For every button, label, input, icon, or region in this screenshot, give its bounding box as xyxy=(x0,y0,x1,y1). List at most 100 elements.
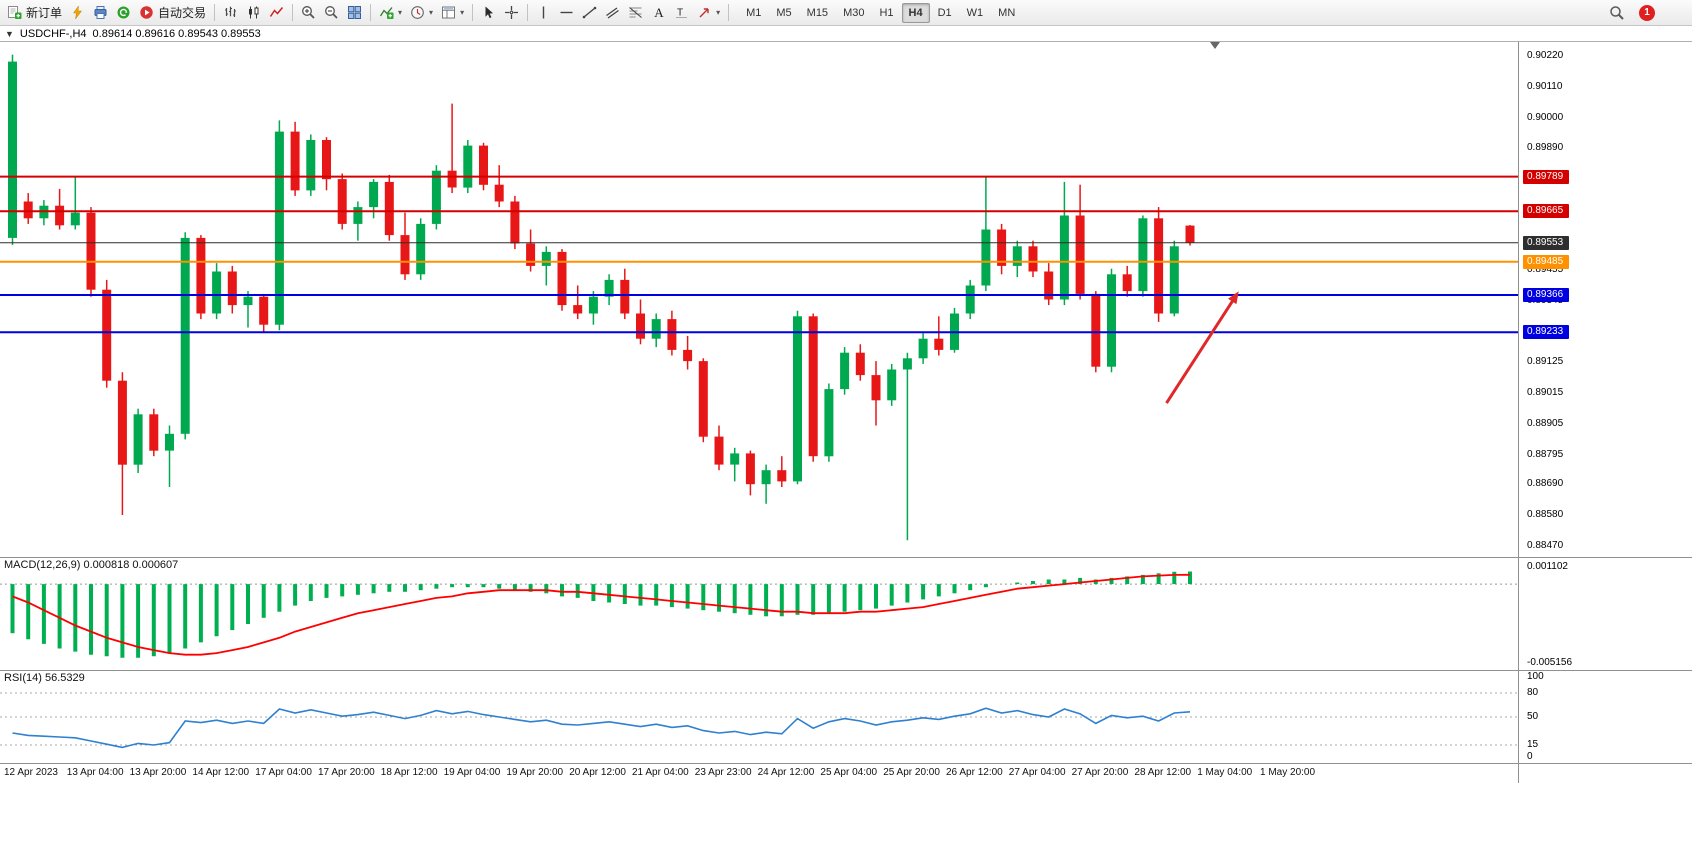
price-tick: 0.89890 xyxy=(1527,142,1564,154)
chevron-down-icon: ▾ xyxy=(460,8,465,17)
resistance-line-2-price-tag: 0.89665 xyxy=(1523,204,1569,219)
pivot-line-price-tag: 0.89485 xyxy=(1523,254,1569,269)
time-axis-label: 27 Apr 04:00 xyxy=(1008,767,1066,778)
time-axis-label: 12 Apr 2023 xyxy=(4,767,58,778)
time-axis-label: 19 Apr 04:00 xyxy=(443,767,501,778)
time-axis-label: 18 Apr 12:00 xyxy=(380,767,438,778)
templates-button[interactable]: ▾ xyxy=(437,2,468,24)
toolbar-separator xyxy=(292,4,294,21)
time-axis-label: 19 Apr 20:00 xyxy=(506,767,564,778)
text-button[interactable]: A xyxy=(647,2,670,24)
new-order-button[interactable]: 新订单 xyxy=(3,2,66,24)
chevron-down-icon: ▾ xyxy=(716,8,721,17)
timeframe-mn-button[interactable]: MN xyxy=(991,3,1022,23)
time-axis-label: 17 Apr 04:00 xyxy=(255,767,312,778)
rsi-pane[interactable]: RSI(14) 56.5329 xyxy=(0,671,1518,763)
trendline-icon xyxy=(582,5,597,20)
line-chart-icon xyxy=(269,5,284,20)
macd-row: MACD(12,26,9) 0.000818 0.000607 0.001102… xyxy=(0,557,1692,670)
zoom-out-icon xyxy=(324,5,339,20)
chart-shift-marker[interactable] xyxy=(1210,42,1220,49)
search-icon xyxy=(1609,5,1625,21)
time-axis-label: 27 Apr 20:00 xyxy=(1071,767,1129,778)
toolbar-separator xyxy=(527,4,529,21)
price-tick: 0.90110 xyxy=(1527,80,1563,92)
crosshair-button[interactable] xyxy=(500,2,523,24)
timeframe-m1-button[interactable]: M1 xyxy=(739,3,768,23)
rsi-svg xyxy=(0,692,1518,749)
time-axis-label: 17 Apr 20:00 xyxy=(318,767,375,778)
rsi-label: RSI(14) 56.5329 xyxy=(4,672,85,684)
toolbar-separator xyxy=(728,4,730,21)
time-axis[interactable]: 12 Apr 2023 13 Apr 04:00 13 Apr 20:00 14 Ap… xyxy=(0,764,1518,783)
horizontal-line-icon xyxy=(559,5,574,20)
price-tick: 0.89015 xyxy=(1527,387,1564,399)
price-chart-svg xyxy=(0,54,1518,541)
timeframe-m5-button[interactable]: M5 xyxy=(769,3,798,23)
channel-button[interactable] xyxy=(601,2,624,24)
tile-windows-button[interactable] xyxy=(343,2,366,24)
lightning-button[interactable] xyxy=(66,2,89,24)
candlestick-chart-button[interactable] xyxy=(242,2,265,24)
zoom-in-button[interactable] xyxy=(297,2,320,24)
auto-trading-button[interactable]: 自动交易 xyxy=(135,2,210,24)
crosshair-icon xyxy=(504,5,519,20)
arrow-tool-button[interactable]: ▾ xyxy=(693,2,724,24)
notification-badge[interactable]: 1 xyxy=(1639,4,1655,21)
timeframe-m30-button[interactable]: M30 xyxy=(836,3,871,23)
rsi-scale[interactable]: 100 80 50 15 0 xyxy=(1518,671,1692,763)
clock-icon xyxy=(410,5,425,20)
window-bottom-space xyxy=(0,783,1692,853)
time-axis-corner xyxy=(1518,764,1692,783)
time-axis-label: 21 Apr 04:00 xyxy=(632,767,689,778)
refresh-button[interactable] xyxy=(112,2,135,24)
current-price-line-price-tag: 0.89553 xyxy=(1523,235,1569,250)
chevron-down-icon: ▾ xyxy=(429,8,434,17)
support-line-1-price-tag: 0.89366 xyxy=(1523,288,1569,303)
line-chart-button[interactable] xyxy=(265,2,288,24)
vertical-line-button[interactable] xyxy=(532,2,555,24)
trendline-button[interactable] xyxy=(578,2,601,24)
price-tick: 0.90000 xyxy=(1527,111,1564,123)
timeframe-h1-button[interactable]: H1 xyxy=(872,3,900,23)
timeframe-d1-button[interactable]: D1 xyxy=(931,3,959,23)
search-button[interactable] xyxy=(1605,2,1629,24)
printer-icon xyxy=(93,5,108,20)
price-tick: 0.88690 xyxy=(1527,478,1564,490)
fibonacci-button[interactable] xyxy=(624,2,647,24)
horizontal-line-button[interactable] xyxy=(555,2,578,24)
bar-chart-button[interactable] xyxy=(219,2,242,24)
price-chart-pane[interactable] xyxy=(0,42,1518,557)
price-scale[interactable]: 0.90220 0.90110 0.90000 0.89890 0.89455 0.893… xyxy=(1518,42,1692,557)
label-button[interactable]: T xyxy=(670,2,693,24)
rsi-scale-label: 80 xyxy=(1527,687,1539,698)
time-axis-label: 1 May 20:00 xyxy=(1260,767,1316,778)
chart-header: ▼ USDCHF-,H4 0.89614 0.89616 0.89543 0.8… xyxy=(0,26,1692,42)
zoom-out-button[interactable] xyxy=(320,2,343,24)
macd-pane[interactable]: MACD(12,26,9) 0.000818 0.000607 xyxy=(0,558,1518,670)
time-axis-label: 24 Apr 12:00 xyxy=(757,767,815,778)
cursor-button[interactable] xyxy=(477,2,500,24)
macd-scale[interactable]: 0.001102 -0.005156 xyxy=(1518,558,1692,670)
chart-menu-icon[interactable]: ▼ xyxy=(5,28,14,39)
time-axis-label: 25 Apr 04:00 xyxy=(820,767,878,778)
rsi-row: RSI(14) 56.5329 100 80 50 15 0 xyxy=(0,670,1692,763)
toolbar-separator xyxy=(370,4,372,21)
cursor-icon xyxy=(481,5,496,20)
text-label-icon: T xyxy=(674,5,689,20)
time-axis-label: 1 May 04:00 xyxy=(1197,767,1253,778)
timeframe-h4-button[interactable]: H4 xyxy=(901,2,930,23)
indicators-button[interactable]: ▾ xyxy=(375,2,406,24)
new-order-icon xyxy=(7,5,22,20)
printer-button[interactable] xyxy=(89,2,112,24)
price-tick: 0.88905 xyxy=(1527,418,1564,430)
time-axis-label: 28 Apr 12:00 xyxy=(1134,767,1192,778)
support-line-2-price-tag: 0.89233 xyxy=(1523,325,1569,340)
text-icon: A xyxy=(651,5,666,20)
periods-button[interactable]: ▾ xyxy=(406,2,437,24)
time-axis-row: 12 Apr 2023 13 Apr 04:00 13 Apr 20:00 14 Ap… xyxy=(0,763,1692,783)
time-axis-label: 26 Apr 12:00 xyxy=(946,767,1003,778)
time-axis-label: 14 Apr 12:00 xyxy=(192,767,250,778)
timeframe-w1-button[interactable]: W1 xyxy=(960,3,991,23)
timeframe-m15-button[interactable]: M15 xyxy=(800,3,835,23)
